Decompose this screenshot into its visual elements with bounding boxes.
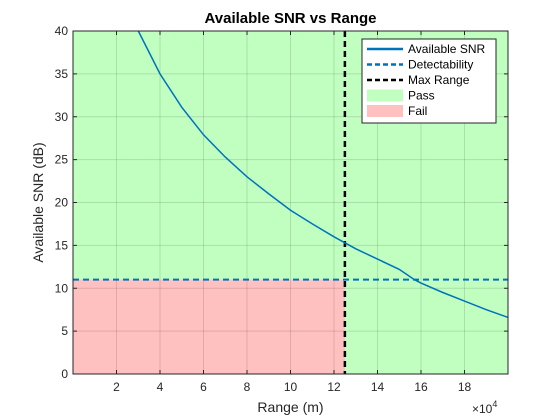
legend-label-detectability: Detectability [408,58,473,72]
x-tick-label-8: 8 [244,380,251,394]
y-tick-label-25: 25 [55,153,69,167]
x-axis-multiplier-exponent: 4 [492,399,497,409]
legend-label-fail: Fail [408,104,427,118]
chart-title: Available SNR vs Range [204,10,376,27]
x-tick-label-10: 10 [284,380,298,394]
x-tick-label-18: 18 [458,380,472,394]
y-tick-label-30: 30 [55,110,69,124]
y-tick-label-0: 0 [61,367,68,381]
legend-label-max-range: Max Range [408,73,470,87]
y-tick-label-20: 20 [55,196,69,210]
y-tick-label-35: 35 [55,67,69,81]
x-tick-label-2: 2 [113,380,120,394]
y-axis-label: Available SNR (dB) [30,142,46,262]
x-tick-label-4: 4 [157,380,164,394]
y-tick-label-5: 5 [61,324,68,338]
ticks-layer: 2 4 6 8 10 12 14 16 18 0 5 10 15 20 25 30 35 40 [55,24,508,394]
legend-label-pass: Pass [408,89,435,103]
x-tick-label-6: 6 [200,380,207,394]
y-tick-label-10: 10 [55,281,69,295]
y-tick-label-40: 40 [55,24,69,38]
x-tick-label-14: 14 [371,380,385,394]
lines-layer [73,30,509,374]
x-tick-label-12: 12 [327,380,341,394]
x-tick-label-16: 16 [414,380,428,394]
available-snr-line [137,30,509,319]
x-axis-multiplier: ×104 [472,399,497,416]
legend-label-available-snr: Available SNR [408,42,485,56]
fail-region [73,279,345,374]
x-axis-label: Range (m) [257,399,323,415]
y-tick-label-15: 15 [55,238,69,252]
legend-swatch-pass [367,89,403,102]
legend-swatch-fail [367,105,403,117]
x-axis-multiplier-base: ×10 [472,402,493,416]
